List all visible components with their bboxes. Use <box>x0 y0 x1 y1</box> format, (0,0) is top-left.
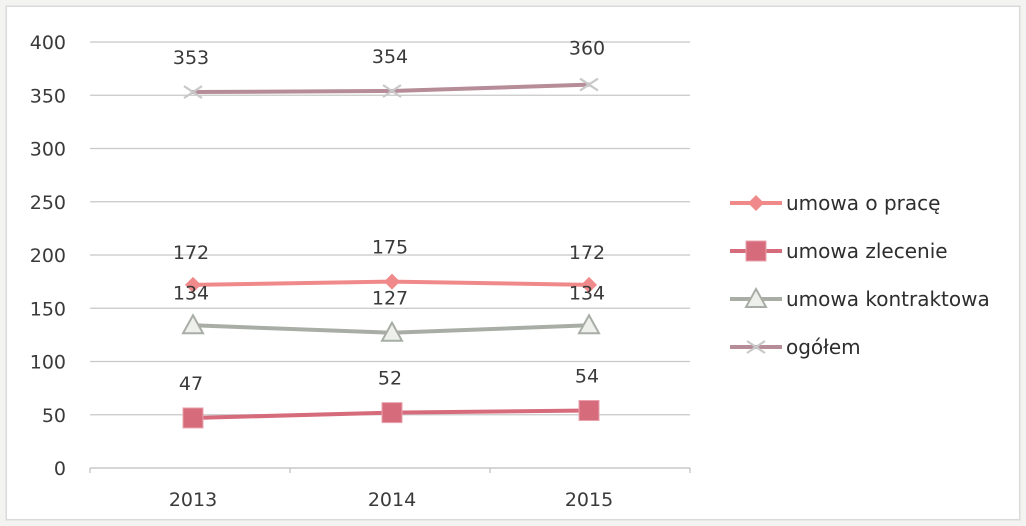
data-point <box>382 403 402 423</box>
y-tick-label: 200 <box>30 245 66 267</box>
data-label: 47 <box>179 373 203 395</box>
data-label: 175 <box>372 237 408 259</box>
y-tick-label: 50 <box>42 405 66 427</box>
data-label: 360 <box>569 38 605 60</box>
x-tick-label: 2014 <box>368 489 416 511</box>
data-label: 172 <box>173 242 209 264</box>
data-label: 172 <box>569 242 605 264</box>
y-tick-label: 100 <box>30 352 66 374</box>
data-label: 354 <box>372 46 408 68</box>
data-point <box>183 408 203 428</box>
x-tick-label: 2015 <box>565 489 613 511</box>
legend-label: umowa zlecenie <box>786 239 948 263</box>
legend-marker <box>746 241 766 261</box>
y-tick-label: 150 <box>30 298 66 320</box>
data-label: 54 <box>575 365 599 387</box>
x-tick-label: 2013 <box>169 489 217 511</box>
y-tick-label: 300 <box>30 139 66 161</box>
y-tick-label: 400 <box>30 32 66 54</box>
legend-label: ogółem <box>786 335 861 359</box>
data-label: 127 <box>372 288 408 310</box>
data-label: 52 <box>378 368 402 390</box>
legend-marker <box>748 195 764 211</box>
data-label: 134 <box>173 282 209 304</box>
y-tick-label: 250 <box>30 192 66 214</box>
y-tick-label: 0 <box>54 458 66 480</box>
data-point <box>579 400 599 420</box>
y-tick-label: 350 <box>30 85 66 107</box>
legend-label: umowa o pracę <box>786 191 940 215</box>
legend-label: umowa kontraktowa <box>786 287 990 311</box>
data-label: 353 <box>173 47 209 69</box>
data-label: 134 <box>569 282 605 304</box>
